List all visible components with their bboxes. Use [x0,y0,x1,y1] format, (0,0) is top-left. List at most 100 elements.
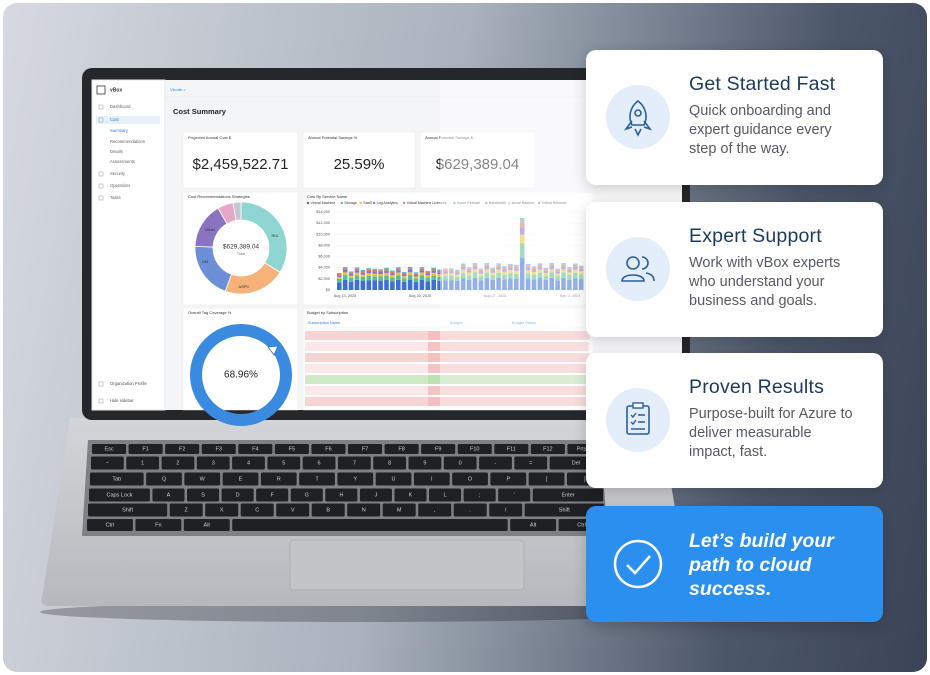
nav-icon [98,195,104,201]
bar-segment [384,270,389,273]
bar-segment [437,272,442,275]
bar-segment [502,267,507,270]
bar-segment [378,270,383,272]
bar-segment [384,275,389,281]
bar-segment [543,275,549,281]
bar-segment [342,270,348,273]
key [161,456,195,470]
bar-segment [496,272,501,279]
key [337,456,371,470]
key-label: F12 [543,446,552,452]
key [311,444,346,454]
bar-segment [490,267,495,269]
key [290,488,323,502]
bar-segment [413,276,419,279]
key-label: P [506,476,510,482]
bar-segment [478,276,484,281]
key [222,472,259,486]
bar-segment [342,268,348,271]
key-label: F3 [216,446,222,452]
key [524,503,604,517]
bar-segment [419,275,425,280]
x-axis-label: Aug 27, 2025 [484,294,507,298]
bar-segment [537,269,543,273]
key [510,519,557,531]
bar-segment [396,279,401,290]
status-cell [428,364,588,373]
bar-segment [354,270,360,273]
key [384,444,419,454]
key-label: ~ [106,460,109,466]
key [256,488,289,502]
bar-segment [496,269,501,273]
key [260,472,297,486]
bar-segment [348,272,354,274]
key-label: U [392,476,396,482]
key [205,503,239,517]
cta-card[interactable]: Let’s build your path to cloud success. [586,506,883,622]
bar-segment [366,271,372,274]
bar-segment [449,275,454,281]
bar-segment [514,270,519,274]
bar-segment [537,277,543,290]
bar-segment [472,272,478,278]
bar-segment [490,275,495,280]
bar-segment [360,277,366,282]
key-label: Shift [122,507,133,513]
bar-segment [390,277,395,282]
key [232,456,265,470]
key-label: E [239,476,243,482]
bar-segment [578,268,584,272]
bar-segment [348,273,354,276]
key [457,444,492,454]
key-label: Del [572,460,580,466]
bar-segment [455,272,460,275]
bar-segment [401,273,407,275]
bar-segment [466,267,472,269]
bar-segment [384,280,389,290]
key [382,503,416,517]
bar-segment [567,272,572,276]
bar-segment [578,274,584,280]
bar-segment [384,272,389,276]
sidebar [91,79,166,411]
bar-segment [372,268,377,270]
key-label: 9 [423,460,426,466]
bar-segment [337,273,342,276]
key-label: O [468,476,473,482]
y-axis-label: $8,000 [318,243,330,247]
cta-text: Let’s build your path to cloud success. [689,530,834,600]
bar-segment [413,274,419,277]
key [453,503,487,517]
bar-segment [378,276,383,281]
bar-segment [378,269,383,271]
bar-segment [460,266,466,270]
bar-segment [437,274,442,277]
status-cell [428,342,588,351]
bar-segment [519,257,525,290]
bar-segment [490,270,495,273]
bar-segment [401,274,407,277]
bar-segment [496,264,501,267]
key-label: A [167,492,171,498]
bar-segment [567,270,572,273]
bar-segment [525,267,531,270]
y-axis-label: $10,000 [316,232,330,236]
column-header: Subscription Name [308,321,340,325]
bar-segment [531,274,537,280]
legend-label: SaaS [363,201,372,205]
bar-segment [525,269,531,274]
bar-segment [390,275,395,278]
key [489,503,523,517]
key-label: F4 [252,446,258,452]
key [88,503,168,517]
bar-segment [508,270,513,274]
key-label: 4 [247,460,250,466]
key-label: F1 [142,446,148,452]
key-label: Alt [204,522,211,528]
bar-segment [466,272,472,276]
bar-segment [543,280,549,290]
key-label: F6 [325,446,331,452]
key-label: M [397,507,402,513]
